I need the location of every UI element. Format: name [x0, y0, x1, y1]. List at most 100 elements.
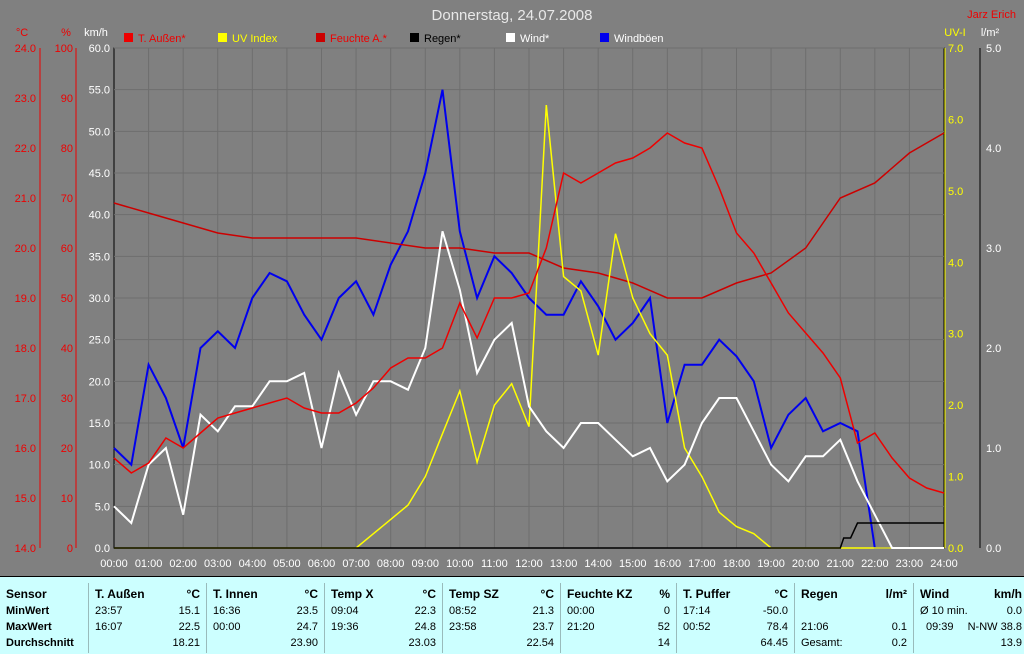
- min-value: 23.5: [296, 605, 318, 617]
- x-tick-label: 20:00: [792, 558, 820, 570]
- wind-tick-label: 25.0: [89, 335, 110, 347]
- series-regen: [114, 522, 944, 549]
- legend-swatch: [124, 33, 133, 42]
- temp-tick-label: 15.0: [15, 493, 36, 505]
- regen-header: Regen: [801, 587, 838, 601]
- legend-swatch: [316, 33, 325, 42]
- rain-tick-label: 0.0: [986, 543, 1001, 555]
- x-tick-label: 11:00: [481, 558, 508, 570]
- legend-swatch: [410, 33, 419, 42]
- temp-tick-label: 22.0: [15, 143, 36, 155]
- uv-tick-label: 7.0: [948, 43, 963, 55]
- series-wind: [113, 231, 944, 549]
- max-value: 24.8: [414, 621, 436, 633]
- min-time: 17:14: [683, 605, 711, 617]
- hum-tick-label: 60: [61, 243, 73, 255]
- sensor-col-4: Temp SZ °C 08:52 21.3 23:58 23.7 22.54: [443, 583, 561, 653]
- x-tick-label: 09:00: [411, 558, 439, 570]
- hum-tick-label: 70: [61, 193, 73, 205]
- sensor-col-1: T. Außen °C 23:57 15.1 16:07 22.5 18.21: [89, 583, 207, 653]
- hum-tick-label: 10: [61, 493, 73, 505]
- hum-tick-label: 0: [67, 543, 73, 555]
- series-windb-en: [113, 89, 944, 549]
- wind-tick-label: 30.0: [89, 293, 110, 305]
- regen-column: Regen l/m² 21:06 0.1 Gesamt: 0.2: [795, 583, 914, 653]
- sensor-column: Sensor MinWert MaxWert Durchschnitt: [0, 583, 89, 653]
- min-value: 22.3: [414, 605, 436, 617]
- temp-tick-label: 24.0: [15, 43, 36, 55]
- min-value: 0: [663, 605, 670, 617]
- hum-tick-label: 50: [61, 293, 73, 305]
- hum-tick-label: 80: [61, 143, 73, 155]
- row-label-min: MinWert: [6, 605, 50, 617]
- legend-label: Regen*: [424, 33, 461, 45]
- x-tick-label: 08:00: [377, 558, 405, 570]
- x-tick-label: 00:00: [100, 558, 128, 570]
- max-value: 52: [657, 621, 670, 633]
- uv-tick-label: 6.0: [948, 114, 963, 126]
- rain-tick-label: 2.0: [986, 343, 1001, 355]
- x-tick-label: 22:00: [861, 558, 889, 570]
- col-unit: %: [659, 587, 670, 601]
- x-tick-label: 10:00: [446, 558, 474, 570]
- wind-avg-value: 0.0: [1006, 605, 1022, 617]
- wind-column: Wind km/h Ø 10 min. 0.0 09:39 N-NW 38.8 …: [914, 583, 1024, 653]
- temp-tick-label: 17.0: [15, 393, 36, 405]
- min-time: 16:36: [213, 605, 241, 617]
- sensor-col-5: Feuchte KZ% 00:00 0 21:20 52 14: [561, 583, 677, 653]
- wind-tick-label: 45.0: [89, 168, 110, 180]
- axes: 00:00 01:00 02:00 03:00 04:00 05:00 06:00 07:00…: [15, 43, 1002, 570]
- x-tick-label: 01:00: [135, 558, 163, 570]
- rain-tick-label: 5.0: [986, 43, 1001, 55]
- x-tick-label: 07:00: [342, 558, 370, 570]
- legend: T. Außen* UV Index Feuchte A.* Regen* Wind* W…: [124, 33, 664, 45]
- max-time: 16:07: [95, 621, 123, 633]
- wind-tick-label: 50.0: [89, 126, 110, 138]
- temp-tick-label: 21.0: [15, 193, 36, 205]
- wind-max-value: N-NW 38.8: [967, 621, 1022, 633]
- uv-tick-label: 3.0: [948, 329, 963, 341]
- wind-unit: km/h: [993, 587, 1022, 601]
- wind-tick-label: 0.0: [95, 543, 110, 555]
- x-tick-label: 05:00: [273, 558, 301, 570]
- sensor-col-2: T. Innen °C 16:36 23.5 00:00 24.7 23.90: [207, 583, 325, 653]
- wind-avg-label: Ø 10 min.: [920, 605, 968, 617]
- hum-tick-label: 20: [61, 443, 73, 455]
- row-label-max: MaxWert: [6, 621, 52, 633]
- uv-tick-label: 0.0: [948, 543, 963, 555]
- x-tick-label: 24:00: [930, 558, 958, 570]
- x-tick-label: 02:00: [169, 558, 197, 570]
- min-time: 00:00: [567, 605, 595, 617]
- legend-label: Feuchte A.*: [330, 33, 388, 45]
- col-header: T. Außen: [95, 587, 145, 601]
- wind-tick-label: 60.0: [89, 43, 110, 55]
- uv-axis-unit: UV-I: [944, 27, 965, 39]
- col-header: Temp X: [331, 587, 374, 601]
- regen-total-label: Gesamt:: [801, 637, 843, 649]
- x-tick-label: 23:00: [896, 558, 924, 570]
- x-tick-label: 04:00: [239, 558, 267, 570]
- legend-label: T. Außen*: [138, 33, 186, 45]
- temp-tick-label: 20.0: [15, 243, 36, 255]
- wind-tick-label: 55.0: [89, 85, 110, 97]
- col-header: T. Puffer: [683, 587, 731, 601]
- avg-value: 23.03: [408, 637, 436, 649]
- x-tick-label: 15:00: [619, 558, 647, 570]
- wind-tick-label: 15.0: [89, 418, 110, 430]
- x-tick-label: 03:00: [204, 558, 232, 570]
- min-time: 08:52: [449, 605, 477, 617]
- col-header: T. Innen: [213, 587, 258, 601]
- x-tick-label: 06:00: [308, 558, 336, 570]
- hum-tick-label: 40: [61, 343, 73, 355]
- chart-title: Donnerstag, 24.07.2008: [432, 7, 593, 24]
- series-feuchte-a: [113, 132, 945, 299]
- series-layer: [113, 89, 945, 549]
- rain-tick-label: 4.0: [986, 143, 1001, 155]
- rain-tick-label: 1.0: [986, 443, 1001, 455]
- temp-tick-label: 19.0: [15, 293, 36, 305]
- x-tick-label: 17:00: [688, 558, 716, 570]
- legend-label: UV Index: [232, 33, 278, 45]
- legend-label: Windböen: [614, 33, 664, 45]
- max-time: 00:00: [213, 621, 241, 633]
- x-tick-label: 13:00: [550, 558, 578, 570]
